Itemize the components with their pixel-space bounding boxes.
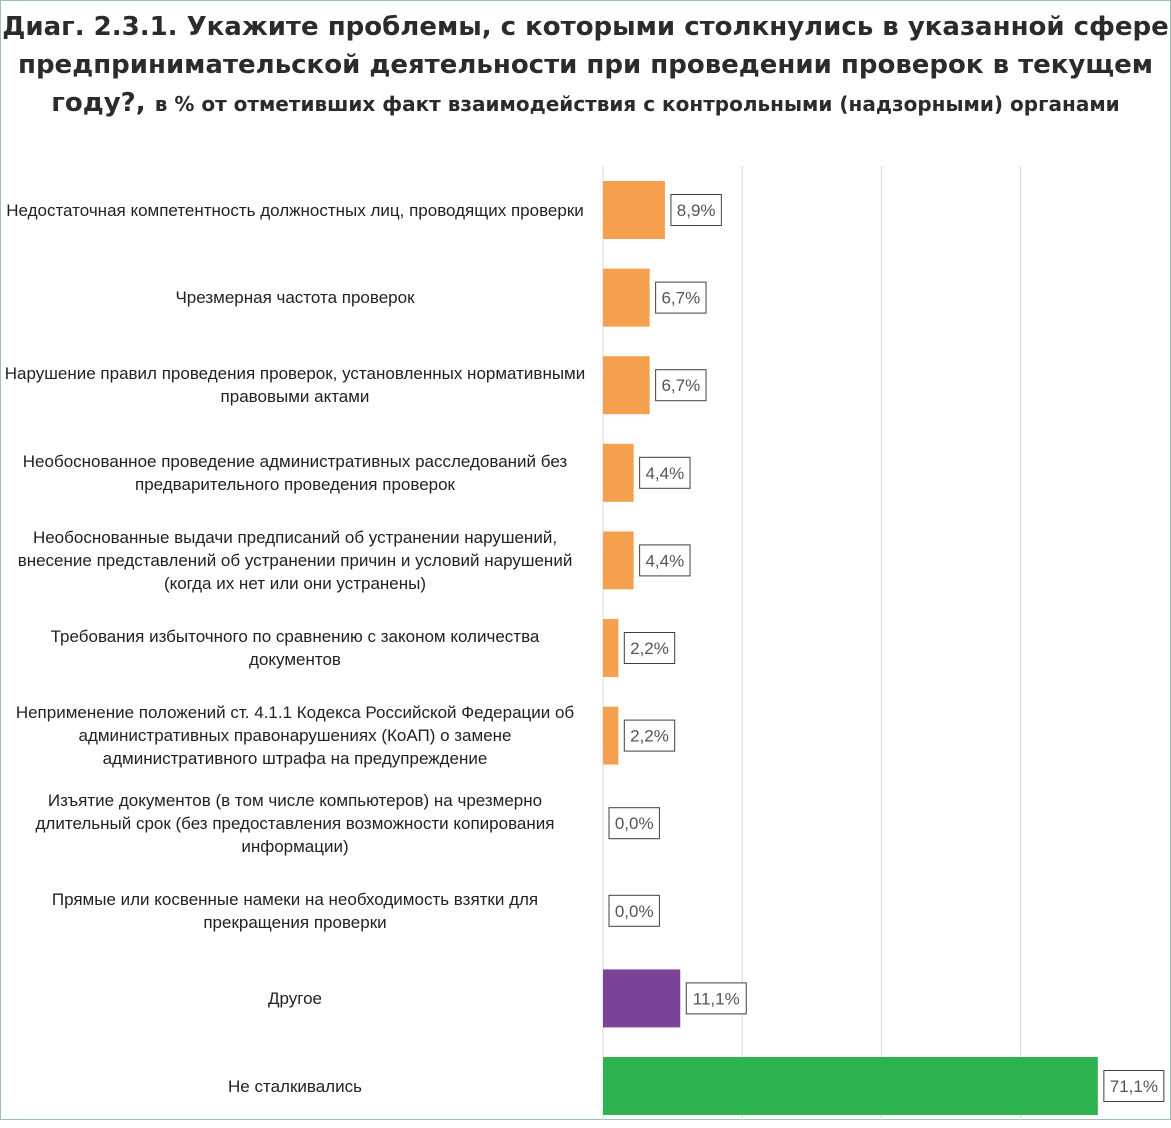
category-label: Другое <box>267 988 322 1008</box>
chart-title: Диаг. 2.3.1. Укажите проблемы, с которым… <box>0 8 1171 123</box>
data-label: 71,1% <box>1103 1070 1165 1102</box>
data-label-box <box>655 281 707 314</box>
data-label-text: 0,0% <box>615 902 654 921</box>
data-label: 11,1% <box>685 982 747 1015</box>
data-label: 4,4% <box>639 544 691 577</box>
data-label-text: 71,1% <box>1110 1077 1158 1096</box>
data-label-box <box>670 194 722 226</box>
data-label-box <box>639 544 691 577</box>
bar <box>603 969 681 1028</box>
category-label: Нарушение правил проведения проверок, ус… <box>4 364 586 407</box>
data-label: 2,2% <box>623 632 676 664</box>
category-label: Изъятие документов (в том числе компьюте… <box>35 790 555 856</box>
bar <box>603 531 634 590</box>
data-label-text: 8,9% <box>677 201 716 220</box>
data-label-text: 0,0% <box>615 814 654 833</box>
data-label-text: 4,4% <box>645 464 684 483</box>
category-label: Неприменение положений ст. 4.1.1 Кодекса… <box>15 703 575 769</box>
category-label: Необоснованные выдачи предписаний об уст… <box>17 527 573 593</box>
data-label-box <box>623 719 676 752</box>
data-label: 6,7% <box>655 281 707 314</box>
data-label-box <box>1103 1070 1165 1102</box>
data-label-box <box>608 894 660 927</box>
data-label-box <box>685 982 747 1015</box>
data-label: 4,4% <box>639 456 691 489</box>
data-label-text: 6,7% <box>661 289 700 308</box>
bar <box>603 619 619 677</box>
category-label: Не сталкивались <box>228 1076 362 1096</box>
bar <box>603 443 634 502</box>
category-label: Требования избыточного по сравнению с за… <box>50 627 540 669</box>
data-label-text: 2,2% <box>630 639 669 658</box>
bar <box>603 706 619 765</box>
data-label: 0,0% <box>608 807 660 840</box>
data-label: 8,9% <box>670 194 722 226</box>
category-label: Недостаточная компетентность должностных… <box>6 200 584 220</box>
data-label-box <box>623 632 676 664</box>
bar <box>603 181 665 239</box>
data-label: 6,7% <box>655 369 707 402</box>
category-label: Необоснованное проведение административн… <box>22 451 568 494</box>
bar <box>603 268 650 327</box>
chart-title-main: Диаг. 2.3.1. Укажите проблемы, с которым… <box>2 12 1169 118</box>
category-label: Прямые или косвенные намеки на необходим… <box>51 889 539 932</box>
data-label-text: 2,2% <box>630 727 669 746</box>
data-label-box <box>608 807 660 840</box>
data-label: 0,0% <box>608 894 660 927</box>
data-label-text: 11,1% <box>693 989 740 1008</box>
bar <box>603 356 650 415</box>
data-label-text: 4,4% <box>645 551 684 570</box>
chart-title-sub: в % от отметивших факт взаимодействия с … <box>154 92 1120 116</box>
category-label: Чрезмерная частота проверок <box>175 288 415 308</box>
data-label: 2,2% <box>623 719 676 752</box>
bar <box>603 1057 1098 1115</box>
data-label-box <box>639 456 691 489</box>
data-label-box <box>655 369 707 402</box>
data-label-text: 6,7% <box>661 376 700 395</box>
